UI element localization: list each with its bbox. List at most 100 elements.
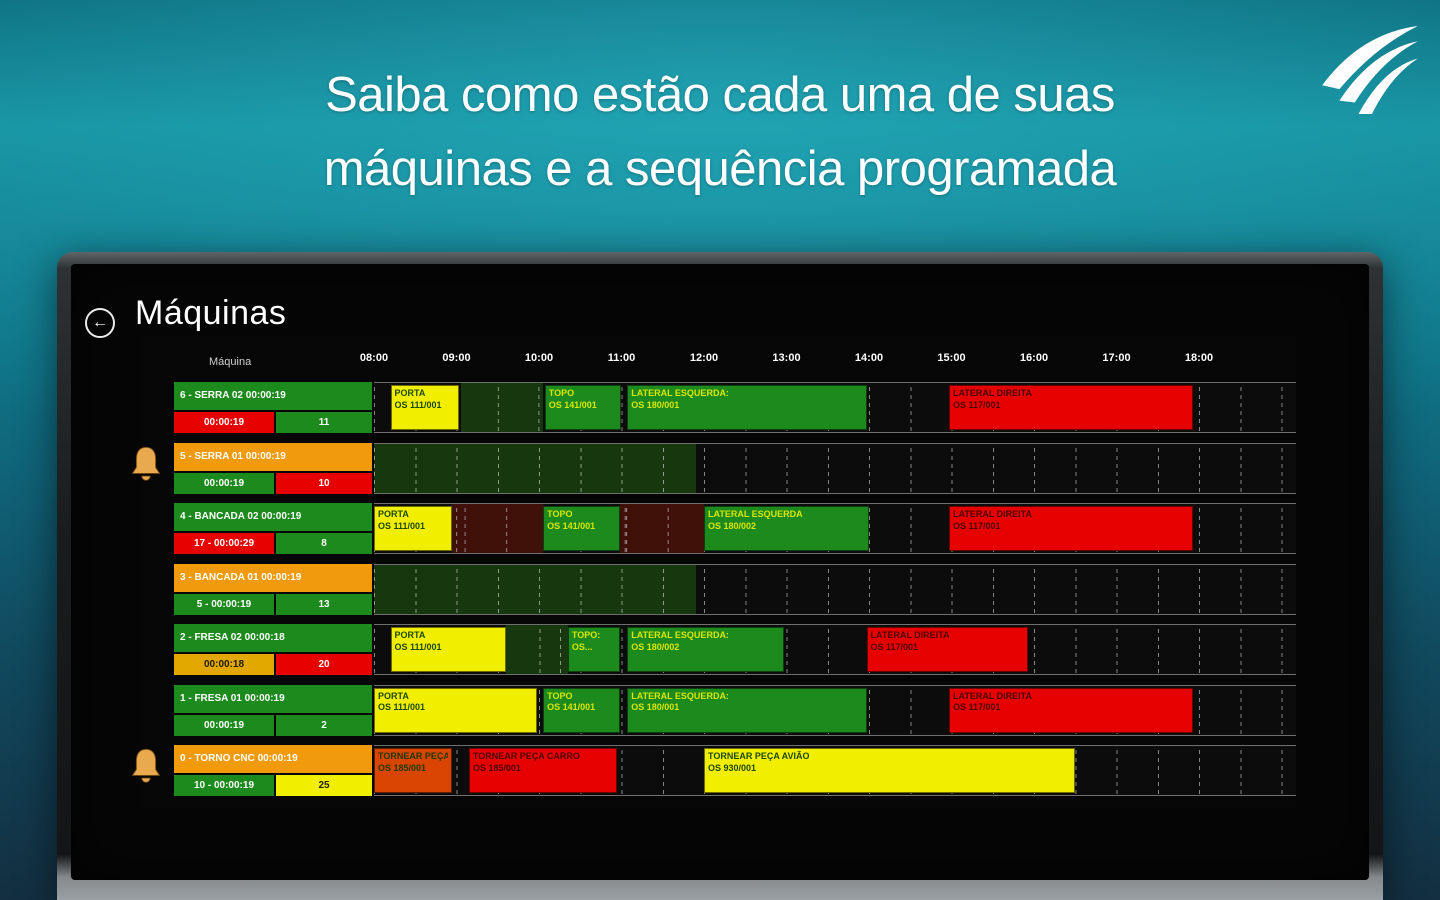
machine-status-time: 00:00:19 [174, 714, 274, 736]
app-screen: ← Máquinas Máquina 08:00 09:00 10:00 11:00 1… [71, 264, 1369, 880]
task-bar-os: OS 185/001 [472, 762, 521, 773]
monitor-frame: ← Máquinas Máquina 08:00 09:00 10:00 11:00 1… [57, 252, 1383, 900]
page-title: Máquinas [135, 294, 287, 332]
task-bar-label: LATERAL DIREITA [953, 388, 1033, 398]
machine-header[interactable]: 6 - SERRA 02 00:00:19 [174, 382, 372, 410]
machine-status-count: 10 [276, 472, 372, 494]
task-bar[interactable]: TOPO OS 141/001 [544, 385, 622, 430]
time-label: 17:00 [1102, 352, 1131, 364]
time-label: 13:00 [772, 352, 801, 364]
task-bar-label: TORNEAR PEÇA... [378, 751, 448, 761]
task-bar-os: OS 180/002 [631, 641, 680, 652]
machine-header[interactable]: 5 - SERRA 01 00:00:19 [174, 442, 372, 471]
machine-row: 4 - BANCADA 02 00:00:19 17 - 00:00:29 8 POR… [174, 503, 1296, 554]
machine-header[interactable]: 3 - BANCADA 01 00:00:19 [174, 563, 372, 592]
task-bar[interactable]: TOPO OS 141/001 [543, 506, 620, 551]
machine-timeline-track [374, 442, 1296, 494]
task-bar-os: OS 117/001 [953, 520, 1001, 531]
task-bar[interactable]: LATERAL DIREITA OS 117/001 [949, 385, 1194, 430]
task-bar[interactable]: LATERAL DIREITA OS 117/001 [949, 687, 1194, 733]
machine-timeline-track: PORTA OS 111/001 TOPO OS 141/001 LATERAL ESQ… [374, 382, 1296, 433]
task-bar-os: OS 141/001 [547, 702, 596, 713]
task-bar-os: OS 141/001 [547, 520, 596, 531]
headline: Saiba como estão cada uma de suas máquin… [0, 58, 1440, 206]
idle-cell [460, 383, 544, 432]
machine-row: 2 - FRESA 02 00:00:18 00:00:18 20 PORTA OS 1… [174, 624, 1296, 675]
task-bar[interactable]: TOPO: OS... [567, 627, 620, 672]
brand-swoosh-logo [1322, 26, 1418, 114]
machine-row: 6 - SERRA 02 00:00:19 00:00:19 11 PORTA OS 1… [174, 382, 1296, 433]
task-bar-label: PORTA [394, 630, 426, 640]
machine-header[interactable]: 2 - FRESA 02 00:00:18 [174, 624, 372, 652]
task-bar[interactable]: LATERAL ESQUERDA: OS 180/002 [627, 627, 785, 672]
task-bar[interactable]: TORNEAR PEÇA CARRO OS 185/001 [468, 748, 618, 793]
machine-status-count: 2 [276, 714, 372, 736]
task-bar[interactable]: PORTA OS 111/001 [374, 506, 453, 551]
task-bar-label: TOPO [548, 388, 575, 398]
idle-cell [452, 504, 544, 553]
task-bar[interactable]: PORTA OS 111/001 [390, 385, 459, 430]
headline-line-2: máquinas e a sequência programada [323, 142, 1117, 196]
task-bar[interactable]: PORTA OS 111/001 [390, 627, 506, 672]
time-label: 18:00 [1184, 352, 1214, 364]
task-bar[interactable]: LATERAL ESQUERDA: OS 180/001 [627, 385, 867, 430]
task-bar[interactable]: LATERAL ESQUERDA OS 180/002 [704, 506, 869, 551]
task-bar-label: TORNEAR PEÇA AVIÃO [708, 751, 810, 761]
task-bar-os: OS 111/001 [394, 641, 442, 652]
task-bar-label: LATERAL ESQUERDA: [631, 690, 729, 701]
machine-timeline-track [374, 563, 1296, 615]
alert-bell-icon[interactable] [128, 747, 164, 789]
task-bar[interactable]: PORTA OS 111/001 [374, 687, 537, 733]
time-label: 14:00 [854, 352, 884, 364]
machine-row: 3 - BANCADA 01 00:00:19 5 - 00:00:19 13 [174, 563, 1296, 615]
task-bar[interactable]: LATERAL DIREITA OS 117/001 [949, 506, 1194, 551]
machine-header[interactable]: 1 - FRESA 01 00:00:19 [174, 684, 372, 713]
machine-timeline-track: PORTA OS 111/001 TOPO: OS... LATERAL ESQUERD… [374, 624, 1296, 675]
machine-status-count: 8 [276, 533, 372, 554]
back-arrow-icon[interactable]: ← [85, 308, 115, 338]
machine-column-label: Máquina [209, 356, 252, 368]
machine-header[interactable]: 4 - BANCADA 02 00:00:19 [174, 503, 372, 531]
machine-row: 0 - TORNO CNC 00:00:19 10 - 00:00:19 25 TOR… [131, 745, 1296, 796]
machine-status-count: 20 [276, 654, 372, 675]
task-bar-label: LATERAL DIREITA [870, 630, 950, 640]
task-bar-label: TOPO: [571, 630, 601, 640]
task-bar-os: OS 180/001 [631, 702, 680, 713]
time-label: 12:00 [689, 352, 719, 364]
task-bar[interactable]: TORNEAR PEÇA...OS 185/001 [374, 748, 453, 793]
task-bar-label: PORTA [378, 690, 409, 701]
machine-status-count: 25 [276, 775, 372, 796]
task-bar[interactable]: LATERAL DIREITA OS 117/001 [866, 627, 1029, 672]
task-bar[interactable]: LATERAL ESQUERDA: OS 180/001 [627, 687, 867, 733]
time-label: 10:00 [524, 352, 554, 364]
machine-timeline-track: PORTA OS 111/001 TOPO OS 141/001 LATERAL ESQ… [374, 503, 1296, 554]
machine-row: 5 - SERRA 01 00:00:19 00:00:19 10 [131, 442, 1296, 494]
idle-cell [374, 443, 696, 493]
machine-status-time: 17 - 00:00:29 [174, 533, 274, 554]
task-bar-label: LATERAL DIREITA [953, 690, 1033, 701]
task-bar[interactable]: TORNEAR PEÇA AVIÃO OS 930/001 [704, 748, 1076, 793]
machine-status-time: 00:00:18 [174, 654, 274, 675]
task-bar-label: LATERAL ESQUERDA: [631, 388, 729, 398]
task-bar-os: OS 111/001 [378, 520, 426, 531]
task-bar-os: OS 117/001 [953, 702, 1001, 713]
task-bar[interactable]: TOPO OS 141/001 [543, 687, 620, 733]
time-label: 15:00 [937, 352, 966, 364]
alert-bell-icon[interactable] [128, 445, 164, 487]
machine-header[interactable]: 0 - TORNO CNC 00:00:19 [174, 745, 372, 773]
task-bar-os: OS 117/001 [953, 399, 1001, 410]
task-bar-label: TOPO [547, 509, 573, 519]
machine-status-time: 00:00:19 [174, 472, 274, 494]
task-bar-os: OS 117/001 [870, 641, 919, 652]
headline-line-1: Saiba como estão cada uma de suas [325, 68, 1115, 122]
machine-status-time: 5 - 00:00:19 [174, 593, 274, 615]
machine-status-count: 13 [276, 593, 372, 615]
machine-row: 1 - FRESA 01 00:00:19 00:00:19 2 PORTA OS 11… [174, 684, 1296, 736]
idle-cell [506, 625, 568, 674]
task-bar-label: PORTA [378, 509, 409, 519]
task-bar-os: OS 185/001 [378, 762, 427, 773]
task-bar-os: OS... [571, 641, 593, 652]
time-label: 11:00 [607, 352, 636, 364]
time-label: 09:00 [442, 352, 471, 364]
task-bar-label: LATERAL ESQUERDA [708, 509, 803, 519]
